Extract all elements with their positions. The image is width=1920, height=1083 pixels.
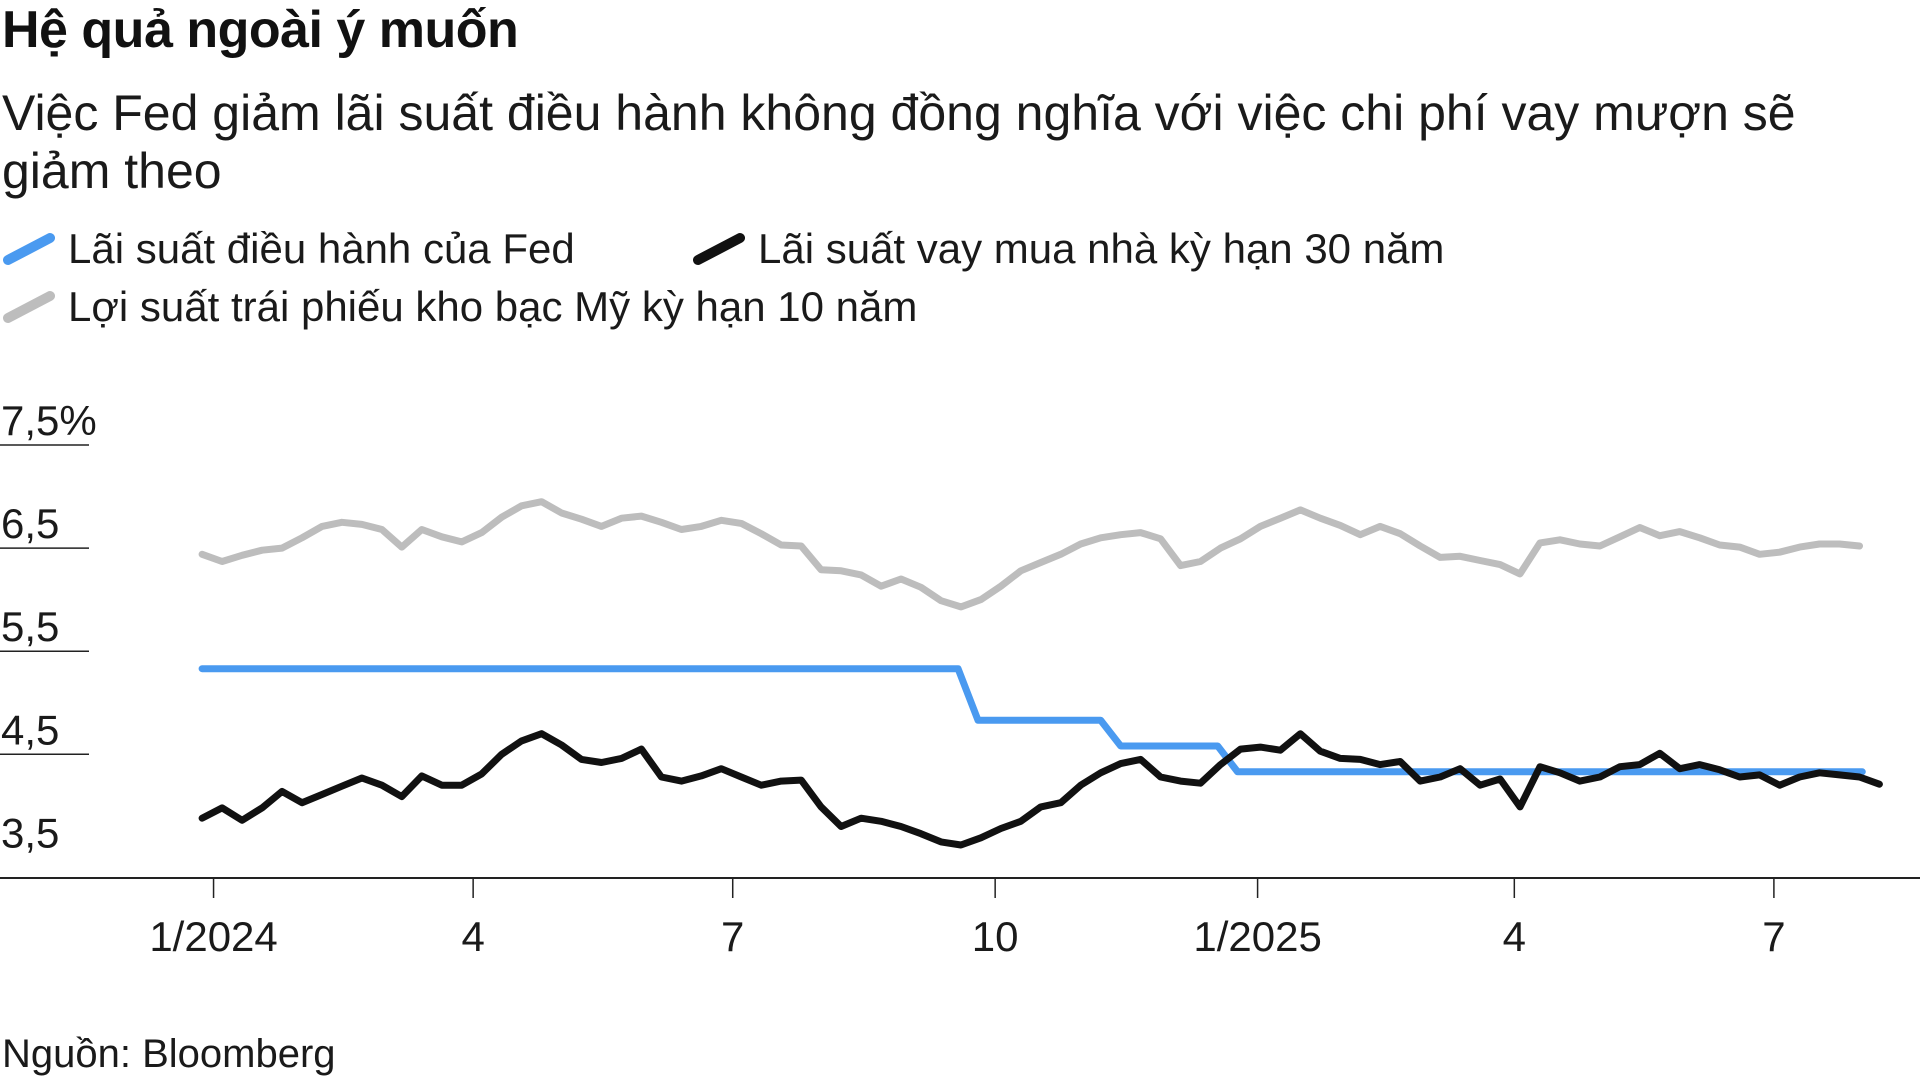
y-tick-label: 7,5%	[1, 397, 97, 444]
series-layer	[198, 498, 1883, 849]
series-line-0	[198, 665, 1866, 776]
y-tick-label: 4,5	[1, 706, 59, 753]
y-tick-label: 3,5	[1, 809, 59, 856]
legend-item-fed-rate: Lãi suất điều hành của Fed	[2, 224, 575, 274]
source-note: Nguồn: Bloomberg	[2, 1032, 336, 1076]
series-line-1	[198, 730, 1883, 849]
y-tick-label: 6,5	[1, 500, 59, 547]
legend-label-treasury-yield: Lợi suất trái phiếu kho bạc Mỹ kỳ hạn 10…	[68, 283, 918, 330]
legend-swatch-line	[3, 233, 55, 265]
x-tick-label: 4	[461, 913, 484, 960]
legend-label-fed-rate: Lãi suất điều hành của Fed	[68, 225, 575, 272]
x-axis: 1/2024 4 7 10 1/2025 4 7	[0, 877, 1920, 960]
y-tick-label: 5,5	[1, 603, 59, 650]
y-axis: 7,5% 6,5 5,5 4,5 3,5	[0, 397, 97, 856]
x-tick-label: 1/2025	[1193, 913, 1321, 960]
chart-subtitle: Việc Fed giảm lãi suất điều hành không đ…	[2, 85, 1796, 199]
x-tick-label: 7	[721, 913, 744, 960]
x-tick-label: 7	[1762, 913, 1785, 960]
legend-item-treasury-yield: Lợi suất trái phiếu kho bạc Mỹ kỳ hạn 10…	[2, 282, 917, 332]
x-tick-label: 4	[1503, 913, 1526, 960]
series-line-2	[198, 498, 1863, 611]
legend-swatch-line	[3, 291, 55, 323]
legend-swatch-treasury-yield	[3, 291, 55, 323]
x-tick-label: 1/2024	[149, 913, 277, 960]
x-tick-label: 10	[972, 913, 1019, 960]
legend-swatch-line	[693, 233, 745, 265]
legend-swatch-mortgage-rate	[693, 233, 745, 265]
chart-title: Hệ quả ngoài ý muốn	[2, 1, 519, 59]
legend-label-mortgage-rate: Lãi suất vay mua nhà kỳ hạn 30 năm	[758, 225, 1445, 272]
legend-swatch-fed-rate	[3, 233, 55, 265]
legend-item-mortgage-rate: Lãi suất vay mua nhà kỳ hạn 30 năm	[692, 224, 1444, 274]
